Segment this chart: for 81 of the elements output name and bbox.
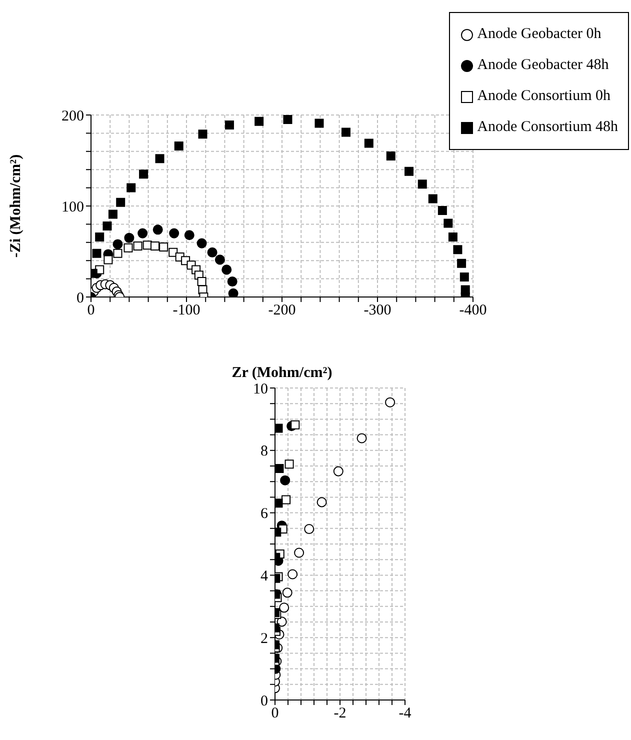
point [282, 495, 291, 504]
point [280, 475, 290, 486]
point [364, 138, 374, 148]
y-tick-label: 6 [260, 506, 268, 522]
x-tick-label: -200 [268, 302, 296, 319]
point [133, 242, 142, 251]
point [207, 247, 218, 258]
point [150, 242, 160, 251]
point [444, 218, 453, 228]
point [457, 258, 466, 268]
point [224, 120, 234, 130]
point [284, 460, 294, 469]
point [453, 245, 462, 254]
point [460, 272, 469, 282]
y-tick-label: 0 [260, 693, 268, 710]
x-tick-label: 0 [271, 706, 279, 722]
point [159, 242, 168, 252]
point [304, 524, 314, 534]
point [138, 228, 148, 238]
point [174, 141, 184, 150]
point [254, 116, 264, 126]
point [95, 232, 104, 242]
point [404, 166, 414, 176]
point [288, 569, 298, 580]
point [168, 248, 178, 257]
point [126, 183, 136, 192]
x-tick-label: -300 [364, 302, 392, 319]
y-tick-label: 2 [260, 630, 268, 647]
point [356, 433, 367, 444]
point [228, 288, 238, 297]
point [198, 130, 208, 139]
point [438, 206, 447, 216]
point [197, 277, 206, 286]
point [124, 232, 134, 243]
point [290, 420, 300, 430]
point [222, 264, 232, 275]
legend-label: Anode Consortium 0h [477, 88, 610, 105]
legend-label: Anode Geobacter 0h [477, 26, 602, 43]
point [341, 128, 350, 137]
point [113, 248, 122, 258]
point [116, 198, 126, 207]
point [124, 243, 133, 252]
point [316, 497, 327, 508]
point [214, 254, 225, 265]
legend-label: Anode Geobacter 48h [477, 57, 609, 74]
y-tick-label: 10 [253, 381, 268, 398]
point [418, 180, 427, 189]
y-tick-label: 100 [62, 199, 84, 216]
x-tick-label: -100 [172, 302, 200, 319]
x-tick-label: -400 [459, 302, 487, 319]
legend-label: Anode Consortium 48h [477, 119, 618, 136]
point [139, 170, 148, 179]
x-axis-title: Zr (Mohm/cm²) [232, 365, 332, 381]
point [169, 228, 180, 238]
point [112, 239, 123, 250]
point [283, 115, 292, 124]
point [386, 151, 396, 160]
point [282, 588, 292, 598]
point [314, 118, 324, 128]
x-tick-label: 0 [87, 302, 95, 319]
y-axis-title: -Zi (Mohm/cm²) [8, 154, 24, 258]
point [155, 154, 164, 164]
point [184, 230, 194, 240]
point [428, 194, 438, 204]
point [294, 548, 304, 558]
point [152, 224, 163, 235]
point [448, 232, 458, 242]
point [104, 255, 113, 264]
y-tick-label: 4 [260, 568, 268, 585]
point [102, 222, 112, 231]
point [108, 210, 118, 219]
y-tick-label: 0 [76, 290, 84, 306]
point [227, 276, 238, 287]
y-tick-label: 200 [62, 108, 84, 124]
point [333, 466, 344, 476]
point [196, 238, 207, 248]
x-tick-label: -2 [334, 706, 346, 722]
point [92, 248, 102, 258]
x-tick-label: -4 [398, 706, 412, 722]
y-tick-label: 8 [260, 444, 268, 460]
point [279, 602, 290, 613]
